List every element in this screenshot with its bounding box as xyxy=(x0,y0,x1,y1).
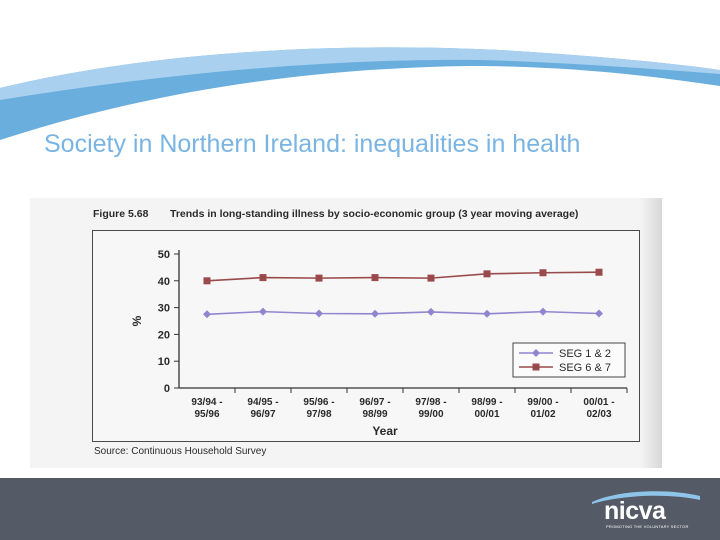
data-point-seg-1-2 xyxy=(315,309,323,318)
data-point-seg-6-7 xyxy=(315,274,323,282)
logo-tagline: PROMOTING THE VOLUNTARY SECTOR xyxy=(606,524,689,529)
x-axis-ticks: 93/94 -95/96 94/95 -96/97 95/96 -97/98 96/9… xyxy=(191,388,628,420)
data-point-seg-6-7 xyxy=(371,274,379,282)
legend-box xyxy=(512,342,626,378)
data-point-seg-1-2 xyxy=(539,307,547,316)
data-point-seg-1-2 xyxy=(371,309,379,318)
data-point-seg-6-7 xyxy=(259,274,267,282)
x-axis-label: Year xyxy=(372,424,398,438)
y-axis-label: % xyxy=(130,315,144,326)
x-tick-label: 94/95 - xyxy=(247,397,278,408)
data-point-seg-6-7 xyxy=(595,268,603,276)
x-tick-label: 93/94 - xyxy=(191,397,222,408)
header-band xyxy=(0,47,720,140)
figure-scan: Figure 5.68 Trends in long-standing illn… xyxy=(30,198,662,468)
x-tick-label: 98/99 - xyxy=(471,397,502,408)
x-tick-label: 96/97 xyxy=(250,409,275,420)
footer-bar xyxy=(0,478,720,540)
nicva-logo: nicva PROMOTING THE VOLUNTARY SECTOR xyxy=(588,488,708,534)
data-point-seg-6-7 xyxy=(427,274,435,282)
legend-marker xyxy=(532,349,540,357)
x-tick-label: 95/96 - xyxy=(303,397,334,408)
data-point-seg-1-2 xyxy=(595,309,603,318)
x-tick-label: 00/01 xyxy=(474,409,499,420)
logo-wordmark: nicva xyxy=(604,497,666,525)
scan-edge-shadow xyxy=(640,198,662,468)
y-tick-label: 30 xyxy=(158,303,170,315)
chart-series xyxy=(203,268,603,319)
x-tick-label: 01/02 xyxy=(530,409,555,420)
x-tick-label: 95/96 xyxy=(194,409,219,420)
series-line-seg-6-7 xyxy=(206,271,600,282)
legend-marker xyxy=(532,363,540,371)
x-tick-label: 99/00 xyxy=(418,409,443,420)
x-tick-label: 97/98 - xyxy=(415,397,446,408)
y-tick-label: 40 xyxy=(158,276,170,288)
data-point-seg-1-2 xyxy=(483,309,491,318)
figure-label: Figure 5.68 xyxy=(93,208,149,220)
y-axis-ticks: 0 10 20 30 40 50 xyxy=(158,249,179,395)
data-point-seg-1-2 xyxy=(427,307,435,316)
data-point-seg-1-2 xyxy=(259,307,267,316)
x-tick-label: 97/98 xyxy=(306,409,331,420)
y-tick-label: 50 xyxy=(158,249,170,261)
data-point-seg-6-7 xyxy=(203,277,211,285)
chart-legend: SEG 1 & 2 SEG 6 & 7 xyxy=(512,342,626,378)
legend-label: SEG 6 & 7 xyxy=(559,362,611,374)
figure-title: Trends in long-standing illness by socio… xyxy=(170,208,579,220)
y-tick-label: 0 xyxy=(164,383,170,395)
series-line-seg-1-2 xyxy=(206,310,600,316)
chart-frame: 0 10 20 30 40 50 93/94 -95/96 94/95 -96/97 95/9… xyxy=(92,230,640,442)
x-tick-label: 96/97 - xyxy=(359,397,390,408)
y-tick-label: 10 xyxy=(158,356,170,368)
legend-label: SEG 1 & 2 xyxy=(559,348,611,360)
line-chart: 0 10 20 30 40 50 93/94 -95/96 94/95 -96/97 95/9… xyxy=(130,249,628,438)
logo-arc-icon xyxy=(592,491,700,504)
x-tick-label: 02/03 xyxy=(586,409,611,420)
figure-source: Source: Continuous Household Survey xyxy=(94,446,267,457)
slide-title: Society in Northern Ireland: inequalitie… xyxy=(44,130,581,158)
data-point-seg-6-7 xyxy=(483,270,491,278)
data-point-seg-6-7 xyxy=(539,269,547,277)
y-tick-label: 20 xyxy=(158,329,170,341)
data-point-seg-1-2 xyxy=(203,310,211,319)
x-tick-label: 98/99 xyxy=(362,409,387,420)
x-tick-label: 00/01 - xyxy=(583,397,614,408)
x-tick-label: 99/00 - xyxy=(527,397,558,408)
